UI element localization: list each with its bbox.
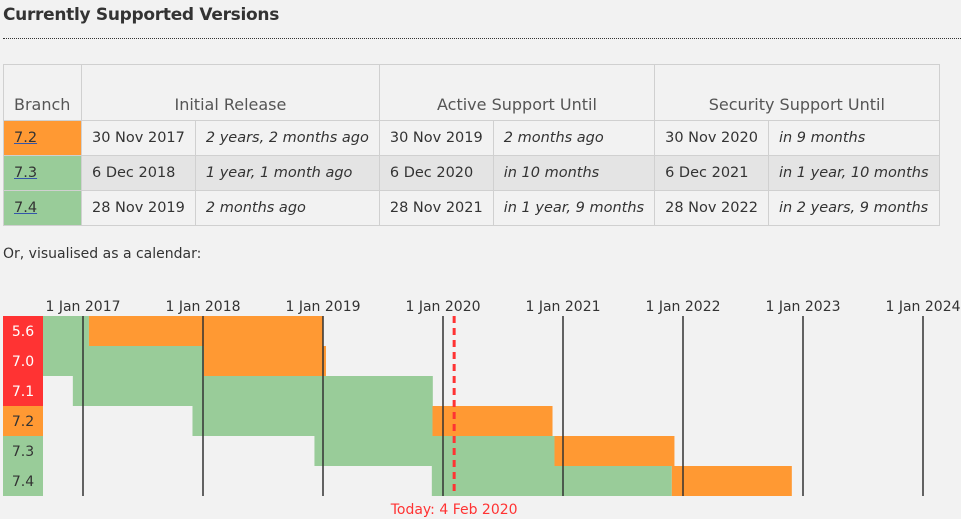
page-heading: Currently Supported Versions bbox=[3, 5, 280, 25]
active-support-bar-7-0 bbox=[43, 346, 204, 376]
security-support-date: 30 Nov 2020 bbox=[654, 120, 769, 156]
security-support-relative: in 9 months bbox=[767, 120, 940, 156]
year-label: 1 Jan 2021 bbox=[525, 299, 600, 315]
active-support-relative: in 10 months bbox=[492, 155, 656, 191]
security-support-bar-7-3 bbox=[554, 436, 675, 466]
security-support-relative: in 2 years, 9 months bbox=[767, 190, 940, 226]
branch-label-bg-7-1 bbox=[3, 376, 43, 406]
branch-label-7-3: 7.3 bbox=[12, 444, 34, 460]
branch-bars bbox=[43, 316, 792, 496]
branch-label-bg-7-2 bbox=[3, 406, 43, 436]
table-row: 7.4 28 Nov 2019 2 months ago 28 Nov 2021… bbox=[3, 190, 940, 226]
branch-label-5-6: 5.6 bbox=[12, 324, 34, 340]
heading-divider bbox=[3, 38, 961, 39]
header-security-support: Security Support Until bbox=[654, 64, 940, 121]
branch-link-7-3[interactable]: 7.3 bbox=[14, 165, 38, 181]
initial-release-date: 6 Dec 2018 bbox=[81, 155, 196, 191]
year-labels: 1 Jan 2017 1 Jan 2018 1 Jan 2019 1 Jan 2020… bbox=[45, 299, 960, 315]
initial-release-date: 30 Nov 2017 bbox=[81, 120, 196, 156]
security-support-bar-7-4 bbox=[671, 466, 792, 496]
active-support-bar-7-4 bbox=[431, 466, 672, 496]
branch-label-bg-7-0 bbox=[3, 346, 43, 376]
branch-cell: 7.4 bbox=[3, 190, 82, 226]
security-support-bar-7-2 bbox=[432, 406, 553, 436]
supported-versions-table: Branch Initial Release Active Support Un… bbox=[3, 64, 940, 226]
active-support-date: 30 Nov 2019 bbox=[378, 120, 494, 156]
header-active-support: Active Support Until bbox=[378, 64, 656, 121]
calendar-intro: Or, visualised as a calendar: bbox=[3, 246, 202, 262]
branch-link-7-2[interactable]: 7.2 bbox=[14, 130, 38, 146]
security-support-relative: in 1 year, 10 months bbox=[767, 155, 940, 191]
branch-label-7-0: 7.0 bbox=[12, 354, 34, 370]
year-label: 1 Jan 2022 bbox=[645, 299, 720, 315]
support-calendar: 5.67.07.17.27.37.4 1 Jan 2017 1 Jan 2018 1… bbox=[3, 299, 961, 518]
security-support-bar-7-0 bbox=[203, 346, 326, 376]
branch-label-bg-7-4 bbox=[3, 466, 43, 496]
active-support-date: 28 Nov 2021 bbox=[378, 190, 494, 226]
branch-label-7-1: 7.1 bbox=[12, 384, 34, 400]
initial-release-relative: 2 months ago bbox=[194, 190, 380, 226]
active-support-bar-7-2 bbox=[192, 406, 433, 436]
branch-cell: 7.2 bbox=[3, 120, 82, 156]
year-label: 1 Jan 2020 bbox=[405, 299, 480, 315]
active-support-relative: in 1 year, 9 months bbox=[492, 190, 656, 226]
branch-label-bg-5-6 bbox=[3, 316, 43, 346]
today-label: Today: 4 Feb 2020 bbox=[390, 502, 518, 518]
branch-label-7-4: 7.4 bbox=[12, 474, 34, 490]
table-row: 7.2 30 Nov 2017 2 years, 2 months ago 30… bbox=[3, 120, 940, 156]
security-support-date: 28 Nov 2022 bbox=[654, 190, 769, 226]
year-gridlines bbox=[82, 316, 924, 496]
table-row: 7.3 6 Dec 2018 1 year, 1 month ago 6 Dec… bbox=[3, 155, 940, 191]
year-label: 1 Jan 2023 bbox=[765, 299, 840, 315]
active-support-bar-7-3 bbox=[314, 436, 555, 466]
security-support-date: 6 Dec 2021 bbox=[654, 155, 769, 191]
active-support-bar-7-1 bbox=[72, 376, 433, 406]
active-support-date: 6 Dec 2020 bbox=[378, 155, 494, 191]
header-initial-release: Initial Release bbox=[81, 64, 380, 121]
branch-labels: 5.6 7.0 7.1 7.2 7.3 7.4 bbox=[3, 316, 43, 496]
branch-label-bg-7-3 bbox=[3, 436, 43, 466]
year-label: 1 Jan 2017 bbox=[45, 299, 120, 315]
active-support-relative: 2 months ago bbox=[492, 120, 656, 156]
header-branch: Branch bbox=[3, 64, 82, 121]
year-label: 1 Jan 2019 bbox=[285, 299, 360, 315]
active-support-bar-5-6 bbox=[43, 316, 89, 346]
branch-label-7-2: 7.2 bbox=[12, 414, 34, 430]
year-label: 1 Jan 2024 bbox=[885, 299, 960, 315]
branch-cell: 7.3 bbox=[3, 155, 82, 191]
branch-link-7-4[interactable]: 7.4 bbox=[14, 200, 38, 216]
year-label: 1 Jan 2018 bbox=[165, 299, 240, 315]
initial-release-date: 28 Nov 2019 bbox=[81, 190, 196, 226]
security-support-bar-5-6 bbox=[88, 316, 323, 346]
initial-release-relative: 2 years, 2 months ago bbox=[194, 120, 380, 156]
table-header-row: Branch Initial Release Active Support Un… bbox=[3, 64, 940, 121]
initial-release-relative: 1 year, 1 month ago bbox=[194, 155, 380, 191]
